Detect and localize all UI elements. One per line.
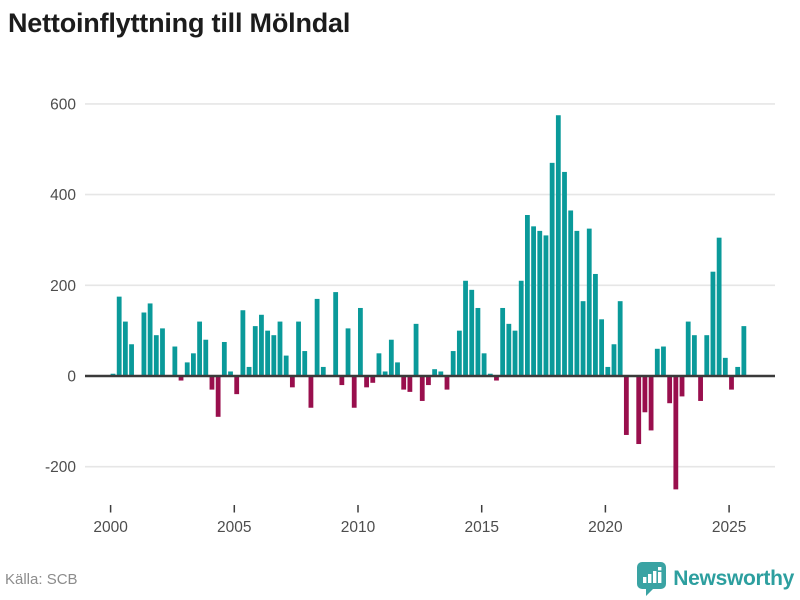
svg-text:2015: 2015 — [464, 519, 498, 536]
svg-text:400: 400 — [50, 187, 76, 204]
newsworthy-logo[interactable]: Newsworthy — [637, 562, 794, 596]
svg-text:2025: 2025 — [712, 519, 746, 536]
y-axis-labels: -200 0 200 400 600 — [45, 96, 76, 476]
bars — [110, 115, 747, 490]
svg-text:2000: 2000 — [93, 519, 128, 536]
bar-chart: -200 0 200 400 600 2000 2005 2010 2015 2020 2025 — [45, 96, 775, 536]
chart-title: Nettoinflyttning till Mölndal — [8, 8, 351, 38]
x-axis: 2000 2005 2010 2015 2020 2025 — [93, 505, 746, 536]
bar-chart-pin-icon — [637, 562, 667, 596]
svg-text:200: 200 — [50, 278, 76, 295]
brand-name: Newsworthy — [673, 567, 794, 590]
svg-text:2010: 2010 — [341, 519, 376, 536]
svg-text:0: 0 — [67, 369, 76, 386]
svg-text:2020: 2020 — [588, 519, 623, 536]
svg-text:600: 600 — [50, 96, 76, 113]
svg-text:-200: -200 — [45, 459, 76, 476]
source-note: Källa: SCB — [5, 570, 78, 588]
chart-footer: Källa: SCB Newsworthy — [0, 562, 800, 596]
gridlines — [85, 103, 775, 468]
svg-text:2005: 2005 — [217, 519, 251, 536]
